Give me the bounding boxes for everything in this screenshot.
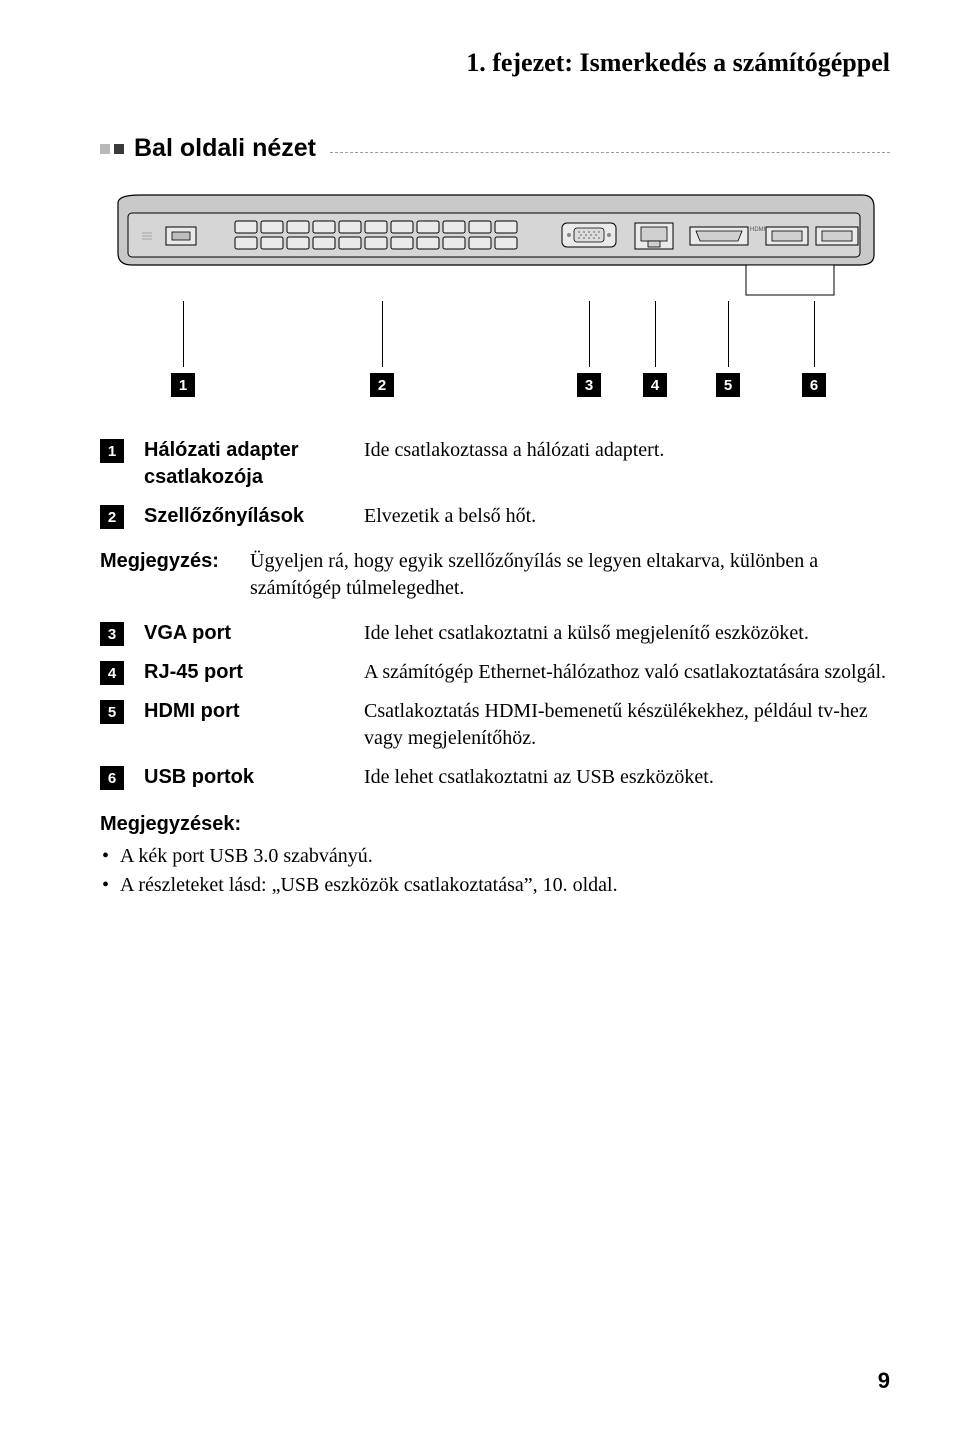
definition-badge-col: 4 bbox=[100, 659, 144, 685]
definition-desc: A számítógép Ethernet-hálózathoz való cs… bbox=[364, 659, 890, 686]
definition-desc: Elvezetik a belső hőt. bbox=[364, 503, 890, 530]
definition-label: Szellőzőnyílások bbox=[144, 503, 364, 530]
note-item: A kék port USB 3.0 szabványú. bbox=[100, 842, 890, 871]
section-heading: Bal oldali nézet bbox=[100, 134, 890, 163]
definition-label: Hálózati adapter csatlakozója bbox=[144, 437, 364, 491]
number-badge: 6 bbox=[100, 766, 124, 790]
number-badge: 5 bbox=[716, 373, 740, 397]
number-badge: 1 bbox=[100, 439, 124, 463]
callout-line bbox=[655, 301, 656, 367]
number-badge: 2 bbox=[100, 505, 124, 529]
definition-desc: Ide csatlakoztassa a hálózati adaptert. bbox=[364, 437, 890, 464]
section-bullets bbox=[100, 144, 124, 154]
svg-text:HDMI: HDMI bbox=[750, 227, 766, 233]
number-badge: 3 bbox=[100, 622, 124, 646]
notes-list: A kék port USB 3.0 szabványú.A részletek… bbox=[100, 842, 890, 900]
definitions-list: 3 VGA portIde lehet csatlakoztatni a küls… bbox=[100, 620, 890, 791]
definition-desc: Csatlakoztatás HDMI-bemenetű készülékekh… bbox=[364, 698, 890, 752]
definition-label: RJ-45 port bbox=[144, 659, 364, 686]
number-badge: 2 bbox=[370, 373, 394, 397]
definition-badge-col: 6 bbox=[100, 764, 144, 790]
callout-number: 5 bbox=[716, 373, 740, 397]
callout-row: 1 2 3 4 5 6 bbox=[110, 301, 880, 401]
callout-number: 2 bbox=[370, 373, 394, 397]
definition-row: 5 HDMI portCsatlakoztatás HDMI-bemenetű k… bbox=[100, 698, 890, 752]
callout-line bbox=[814, 301, 815, 367]
bullet-icon bbox=[100, 144, 110, 154]
definition-badge-col: 5 bbox=[100, 698, 144, 724]
callout-line bbox=[589, 301, 590, 367]
definition-row: 3 VGA portIde lehet csatlakoztatni a küls… bbox=[100, 620, 890, 647]
definition-row: 6 USB portokIde lehet csatlakoztatni az U… bbox=[100, 764, 890, 791]
note-item: A részleteket lásd: „USB eszközök csatla… bbox=[100, 871, 890, 900]
definition-desc: Ide lehet csatlakoztatni a külső megjele… bbox=[364, 620, 890, 647]
section-title: Bal oldali nézet bbox=[134, 134, 316, 163]
section-divider bbox=[330, 152, 890, 153]
note-body: Ügyeljen rá, hogy egyik szellőzőnyílás s… bbox=[250, 548, 890, 602]
definitions-list: 1 Hálózati adapter csatlakozójaIde csatla… bbox=[100, 437, 890, 530]
note-block: Megjegyzés: Ügyeljen rá, hogy egyik szel… bbox=[100, 548, 890, 602]
callout-line bbox=[382, 301, 383, 367]
note-lead: Megjegyzés: bbox=[100, 548, 250, 602]
number-badge: 4 bbox=[643, 373, 667, 397]
definition-desc: Ide lehet csatlakoztatni az USB eszközök… bbox=[364, 764, 890, 791]
definition-row: 1 Hálózati adapter csatlakozójaIde csatla… bbox=[100, 437, 890, 491]
callout-line bbox=[183, 301, 184, 367]
laptop-side-illustration: HDMI bbox=[110, 191, 880, 301]
number-badge: 5 bbox=[100, 700, 124, 724]
callout-number: 4 bbox=[643, 373, 667, 397]
definition-label: HDMI port bbox=[144, 698, 364, 725]
definition-label: VGA port bbox=[144, 620, 364, 647]
number-badge: 6 bbox=[802, 373, 826, 397]
notes-title: Megjegyzések: bbox=[100, 813, 890, 836]
definition-badge-col: 2 bbox=[100, 503, 144, 529]
definition-badge-col: 1 bbox=[100, 437, 144, 463]
definition-row: 2 SzellőzőnyílásokElvezetik a belső hőt. bbox=[100, 503, 890, 530]
callout-number: 6 bbox=[802, 373, 826, 397]
number-badge: 3 bbox=[577, 373, 601, 397]
bullet-icon bbox=[114, 144, 124, 154]
chapter-title: 1. fejezet: Ismerkedés a számítógéppel bbox=[100, 48, 890, 78]
number-badge: 4 bbox=[100, 661, 124, 685]
definition-label: USB portok bbox=[144, 764, 364, 791]
definition-row: 4 RJ-45 portA számítógép Ethernet-hálózat… bbox=[100, 659, 890, 686]
definition-badge-col: 3 bbox=[100, 620, 144, 646]
number-badge: 1 bbox=[171, 373, 195, 397]
notes-section: Megjegyzések: A kék port USB 3.0 szabván… bbox=[100, 813, 890, 900]
callout-number: 3 bbox=[577, 373, 601, 397]
callout-number: 1 bbox=[171, 373, 195, 397]
callout-line bbox=[728, 301, 729, 367]
page-number: 9 bbox=[878, 1368, 890, 1394]
